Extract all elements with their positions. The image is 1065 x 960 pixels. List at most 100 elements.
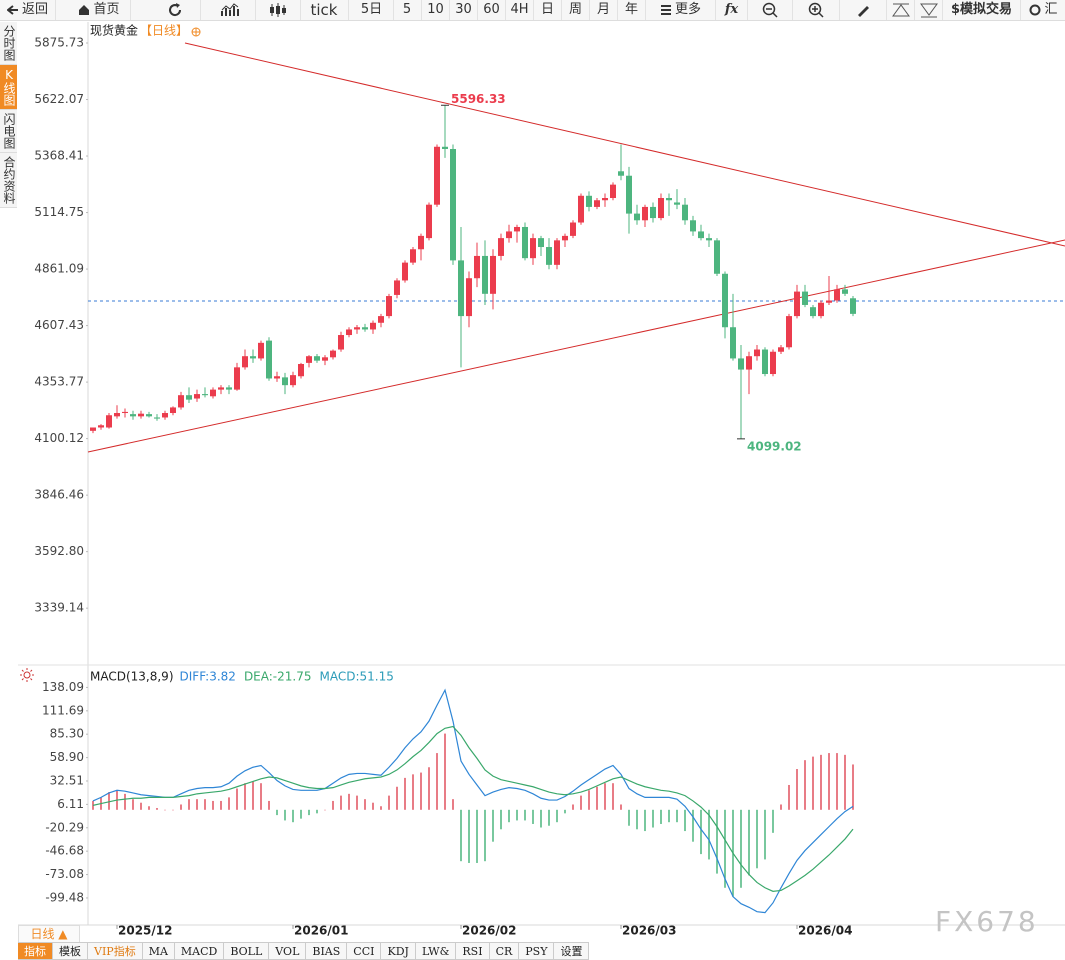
sim-trade-button[interactable]: $模拟交易 [943, 0, 1021, 20]
period-button[interactable]: 10 [422, 0, 450, 20]
indicator-tab[interactable]: 模板 [53, 942, 88, 960]
exchange-button[interactable]: 汇 [1022, 0, 1065, 20]
macd-bar [284, 809, 286, 821]
macd-bar [636, 809, 638, 830]
macd-bar [212, 800, 214, 810]
candle-body [162, 413, 168, 418]
chart-title: 现货黄金 [90, 23, 138, 38]
macd-bar [236, 788, 238, 810]
macd-bar [228, 797, 230, 810]
indicator-tab[interactable]: BOLL [224, 942, 270, 960]
trend-line [184, 42, 1065, 247]
macd-bar [460, 809, 462, 862]
candle-body [338, 335, 344, 350]
indicator-tab[interactable]: VOL [269, 942, 307, 960]
down-button[interactable] [915, 0, 943, 20]
period-button[interactable]: 周 [562, 0, 590, 20]
y-tick-label: 5368.41 [34, 149, 84, 163]
period-button[interactable]: 60 [478, 0, 506, 20]
candle-body [626, 175, 632, 214]
period-selector[interactable]: 日线 ▲ [18, 925, 80, 943]
indicator-tab[interactable]: VIP指标 [88, 942, 143, 960]
indicator-tab[interactable]: MA [142, 942, 175, 960]
zoom-in-button[interactable] [793, 0, 840, 20]
indicator-tab[interactable]: 设置 [554, 942, 590, 960]
legend-item: DIFF:3.82 [180, 670, 236, 684]
y-tick-label: -73.08 [45, 867, 84, 881]
period-button[interactable]: 5 [393, 0, 422, 20]
sun-icon [20, 668, 34, 682]
candle-body [186, 395, 192, 400]
indicator-tab[interactable]: CCI [347, 942, 382, 960]
zoom-out-button[interactable] [748, 0, 793, 20]
y-tick-label: 5875.73 [34, 36, 84, 50]
macd-bar [452, 799, 454, 810]
home-button[interactable]: 首页 [68, 0, 131, 20]
candle-body [194, 394, 200, 399]
macd-bar [428, 767, 430, 810]
line-chart-button[interactable] [205, 0, 256, 20]
side-tab[interactable]: 分时图 [0, 22, 17, 65]
refresh-button[interactable] [150, 0, 201, 20]
candle-body [210, 389, 216, 397]
formula-button[interactable]: fx [716, 0, 748, 20]
candle-body [666, 198, 672, 201]
macd-bar [364, 799, 366, 810]
period-button[interactable]: 4H [506, 0, 534, 20]
candle-body [586, 195, 592, 207]
y-tick-label: 111.69 [42, 703, 84, 717]
indicator-tab[interactable]: PSY [519, 942, 555, 960]
candle-body [322, 357, 328, 361]
macd-bar [652, 809, 654, 828]
period-button[interactable]: 月 [590, 0, 618, 20]
candle-body [498, 238, 504, 256]
indicator-tab[interactable]: MACD [174, 942, 225, 960]
macd-bar [420, 772, 422, 810]
watermark: FX678 [935, 905, 1039, 938]
period-button[interactable]: tick [300, 0, 349, 20]
period-button[interactable]: 5日 [350, 0, 394, 20]
macd-bar [220, 800, 222, 810]
candle-body [490, 255, 496, 294]
period-button[interactable]: 年 [618, 0, 646, 20]
more-button[interactable]: 更多 [646, 0, 716, 20]
side-tab[interactable]: 合约资料 [0, 153, 17, 208]
up-button[interactable] [887, 0, 915, 20]
y-tick-label: 3592.80 [34, 544, 84, 558]
indicator-tab[interactable]: BIAS [306, 942, 348, 960]
side-tab[interactable]: K线图 [0, 65, 17, 110]
candle-body [282, 377, 288, 386]
candle-body [698, 231, 704, 239]
candle-body [98, 425, 104, 428]
y-tick-label: 138.09 [42, 680, 84, 694]
y-tick-label: 4607.43 [34, 318, 84, 332]
side-tab[interactable]: 闪电图 [0, 110, 17, 153]
candle-button[interactable] [255, 0, 301, 20]
candle-body [426, 204, 432, 239]
candle-body [834, 289, 840, 301]
candle-body [346, 329, 352, 336]
macd-bar [108, 792, 110, 810]
indicator-tab[interactable]: KDJ [381, 942, 416, 960]
indicator-tab[interactable]: RSI [456, 942, 490, 960]
macd-bar [372, 802, 374, 810]
macd-bar [188, 799, 190, 810]
macd-bar [156, 808, 158, 810]
indicator-tab[interactable]: CR [489, 942, 520, 960]
draw-button[interactable] [840, 0, 887, 20]
macd-bar [124, 793, 126, 810]
indicator-tab[interactable]: 指标 [18, 942, 53, 960]
candle-body [786, 316, 792, 348]
candle-body [794, 291, 800, 317]
candle-body [434, 146, 440, 205]
back-button[interactable]: 返回 [0, 0, 56, 20]
macd-bar [348, 793, 350, 810]
candle-body [770, 351, 776, 375]
macd-bar [692, 809, 694, 842]
macd-bar [724, 809, 726, 888]
period-button[interactable]: 30 [450, 0, 478, 20]
indicator-tab[interactable]: LW& [415, 942, 457, 960]
period-button[interactable]: 日 [534, 0, 562, 20]
toolbar: 返回 首页 tick 5日 5 10 30 60 4H 日 周 月 年 更多 f… [0, 0, 1065, 21]
candle-body [682, 204, 688, 221]
